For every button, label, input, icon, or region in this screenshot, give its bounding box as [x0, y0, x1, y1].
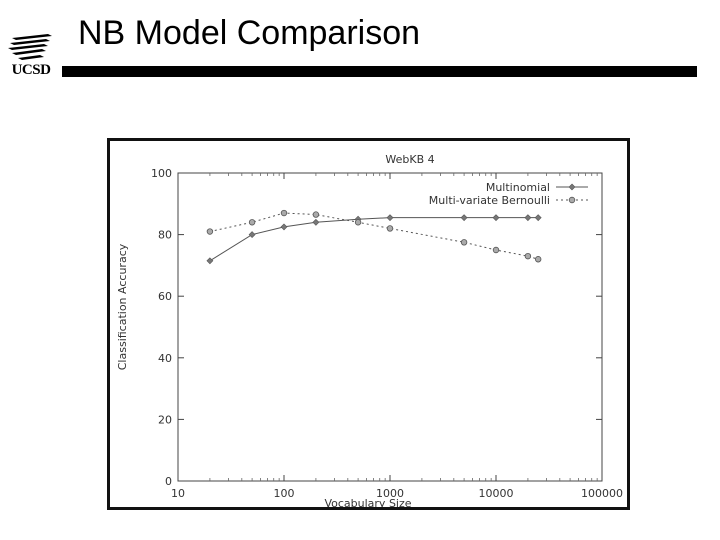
y-tick-label: 0	[165, 475, 172, 488]
y-tick-label: 60	[158, 290, 172, 303]
y-tick-label: 80	[158, 229, 172, 242]
series-point-1	[248, 219, 256, 226]
series-point-1	[386, 225, 394, 232]
series-point-0	[280, 223, 288, 231]
ucsd-logo: UCSD	[2, 30, 60, 82]
slide-title: NB Model Comparison	[78, 14, 421, 52]
ucsd-waves-icon	[8, 34, 52, 60]
series-point-0	[206, 257, 214, 265]
series-point-1	[534, 256, 542, 263]
title-divider-bar	[62, 66, 697, 77]
series-point-0	[248, 231, 256, 239]
series-point-0	[524, 214, 532, 222]
series-point-0	[534, 214, 542, 222]
x-tick-label: 1000	[376, 487, 404, 500]
legend-label: Multi-variate Bernoulli	[429, 194, 550, 207]
y-tick-label: 100	[151, 167, 172, 180]
series-point-1	[524, 252, 532, 260]
series-point-0	[492, 214, 500, 222]
legend-label: Multinomial	[486, 181, 550, 194]
series-point-0	[460, 214, 468, 222]
legend-marker	[568, 183, 576, 191]
logo-text: UCSD	[11, 62, 51, 78]
y-axis-label: Classification Accuracy	[116, 243, 129, 370]
series-point-1	[312, 211, 320, 218]
chart-frame: 0 20 40 60 80 100 10 100 1000 10000 100000 WebKB 4 V…	[107, 138, 630, 510]
x-tick-label: 10000	[479, 487, 514, 500]
y-tick-label: 40	[158, 352, 172, 365]
series-line-1	[209, 212, 539, 260]
x-tick-label: 100	[274, 487, 295, 500]
series-point-1	[492, 246, 500, 254]
series-point-0	[312, 218, 320, 226]
series-point-1	[354, 219, 362, 226]
y-tick-label: 20	[158, 413, 172, 426]
chart-title: WebKB 4	[385, 153, 434, 166]
series-point-1	[460, 239, 468, 246]
x-tick-label: 10	[171, 487, 185, 500]
series-point-0	[386, 214, 394, 222]
series-point-1	[280, 209, 288, 217]
series-point-1	[206, 228, 214, 235]
series-line-0	[209, 217, 539, 262]
legend-marker	[568, 196, 576, 204]
chart-plot: 0 20 40 60 80 100 10 100 1000 10000 100000 WebKB 4 V…	[116, 153, 623, 507]
x-tick-label: 100000	[581, 487, 623, 500]
x-axis-label: Vocabulary Size	[324, 497, 411, 507]
